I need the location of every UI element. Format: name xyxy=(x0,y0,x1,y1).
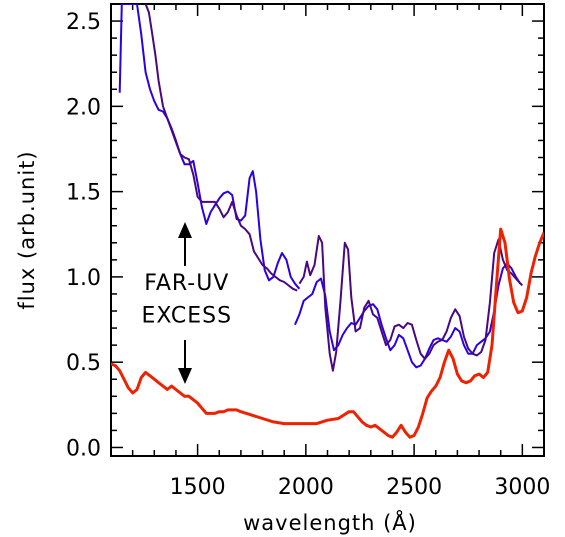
annotation-far-uv: FAR-UV xyxy=(144,271,229,296)
x-tick-label: 2500 xyxy=(386,475,442,500)
series-layer xyxy=(111,4,544,439)
y-tick-label: 0.5 xyxy=(66,351,101,376)
x-axis-title: wavelength (Å) xyxy=(243,509,417,535)
arrow-up-icon xyxy=(178,222,192,238)
annotation-excess: EXCESS xyxy=(141,303,232,328)
series-line-0 xyxy=(118,4,301,290)
x-tick-label: 3000 xyxy=(494,475,550,500)
y-tick-label: 1.5 xyxy=(66,181,101,206)
y-tick-labels: 0.0 0.5 1.0 1.5 2.0 2.5 xyxy=(66,10,101,461)
y-tick-label: 2.5 xyxy=(66,10,101,35)
far-uv-excess-annotation: FAR-UV EXCESS xyxy=(141,222,232,384)
series-line-2 xyxy=(294,262,522,369)
axis-ticks xyxy=(111,4,545,456)
arrow-down-icon xyxy=(178,368,192,384)
series-line-4 xyxy=(111,227,544,439)
y-tick-label: 2.0 xyxy=(66,95,101,120)
y-axis-title: flux (arb.unit) xyxy=(15,150,39,309)
x-tick-label: 1500 xyxy=(170,475,226,500)
series-line-3 xyxy=(298,235,524,372)
series-line-1 xyxy=(144,4,298,292)
y-tick-label: 0.0 xyxy=(66,436,101,461)
y-tick-label: 1.0 xyxy=(66,266,101,291)
x-tick-labels: 1500 2000 2500 3000 xyxy=(170,475,551,500)
x-tick-label: 2000 xyxy=(278,475,334,500)
